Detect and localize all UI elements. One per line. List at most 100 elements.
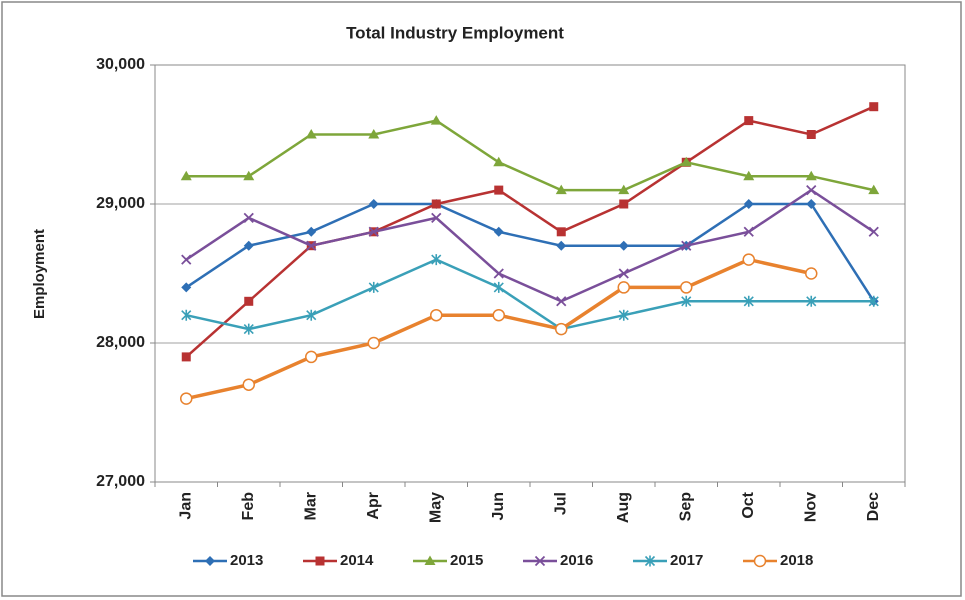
marker — [805, 267, 818, 280]
marker — [806, 184, 817, 196]
y-tick-label: 29,000 — [96, 195, 145, 212]
marker — [618, 240, 629, 251]
marker — [181, 352, 191, 362]
marker — [181, 309, 192, 321]
marker — [868, 226, 879, 237]
marker — [181, 254, 192, 265]
marker — [619, 199, 629, 209]
series-line — [185, 202, 875, 302]
marker — [681, 295, 692, 307]
marker — [431, 199, 441, 209]
legend-label: 2016 — [560, 552, 593, 569]
x-tick-label: Jan — [177, 492, 194, 520]
marker — [493, 156, 505, 167]
marker — [743, 226, 754, 237]
marker — [744, 116, 754, 126]
marker — [555, 184, 567, 195]
x-tick-label: Apr — [365, 492, 382, 520]
marker — [556, 227, 566, 237]
marker — [556, 296, 567, 307]
marker — [494, 185, 504, 195]
marker — [493, 226, 504, 237]
x-tick-label: Oct — [740, 491, 757, 518]
legend-label: 2015 — [450, 552, 483, 569]
marker — [743, 170, 755, 181]
marker — [680, 281, 693, 294]
marker — [180, 170, 192, 181]
marker — [243, 170, 255, 181]
series-line — [185, 258, 874, 331]
marker — [305, 129, 317, 139]
y-tick-label: 28,000 — [96, 334, 145, 351]
marker — [556, 240, 567, 251]
marker — [618, 309, 629, 321]
x-tick-label: May — [427, 492, 444, 523]
x-tick-label: Feb — [240, 492, 257, 521]
series-line — [185, 105, 875, 358]
x-tick-label: Jul — [552, 492, 569, 515]
x-tick-label: Mar — [302, 492, 319, 520]
series-line — [185, 188, 875, 303]
marker — [430, 308, 443, 322]
marker — [368, 199, 379, 209]
marker — [742, 253, 755, 266]
marker — [534, 555, 546, 567]
marker — [305, 350, 318, 364]
marker — [868, 295, 879, 307]
marker — [743, 295, 754, 307]
marker — [244, 296, 254, 306]
marker — [743, 199, 754, 209]
marker — [431, 254, 442, 266]
marker — [243, 212, 254, 224]
marker — [243, 240, 254, 251]
marker — [681, 240, 692, 251]
series-line — [186, 119, 875, 192]
marker — [306, 309, 317, 321]
marker — [315, 556, 325, 566]
marker — [368, 281, 379, 293]
marker — [869, 102, 879, 112]
marker — [368, 129, 380, 139]
marker — [424, 555, 436, 565]
marker — [431, 212, 442, 224]
x-tick-label: Aug — [615, 492, 632, 523]
marker — [680, 156, 692, 167]
y-tick-label: 27,000 — [96, 473, 145, 490]
marker — [367, 336, 380, 350]
marker — [242, 378, 255, 391]
marker — [306, 226, 317, 237]
marker — [493, 268, 504, 279]
x-tick-label: Sep — [677, 492, 694, 522]
y-axis-label: Employment — [31, 229, 48, 319]
marker — [617, 281, 630, 294]
x-tick-label: Dec — [865, 492, 882, 521]
x-tick-label: Jun — [490, 492, 507, 520]
marker — [805, 170, 817, 181]
marker — [306, 240, 317, 251]
marker — [181, 282, 192, 293]
marker — [618, 268, 629, 279]
chart-title: Total Industry Employment — [346, 23, 564, 42]
legend-label: 2018 — [780, 552, 813, 569]
marker — [868, 184, 880, 195]
marker — [806, 199, 817, 209]
marker — [618, 184, 630, 195]
marker — [806, 295, 817, 307]
marker — [492, 308, 505, 322]
marker — [180, 392, 193, 405]
y-tick-label: 30,000 — [96, 56, 145, 73]
marker — [493, 281, 504, 293]
marker — [644, 555, 656, 567]
legend-label: 2017 — [670, 552, 703, 569]
legend-label: 2013 — [230, 552, 263, 569]
marker — [430, 115, 442, 125]
marker — [205, 556, 215, 566]
marker — [243, 323, 254, 335]
marker — [368, 226, 379, 237]
legend-label: 2014 — [340, 552, 374, 569]
x-tick-label: Nov — [802, 492, 819, 522]
marker — [806, 130, 816, 139]
marker — [555, 322, 568, 336]
